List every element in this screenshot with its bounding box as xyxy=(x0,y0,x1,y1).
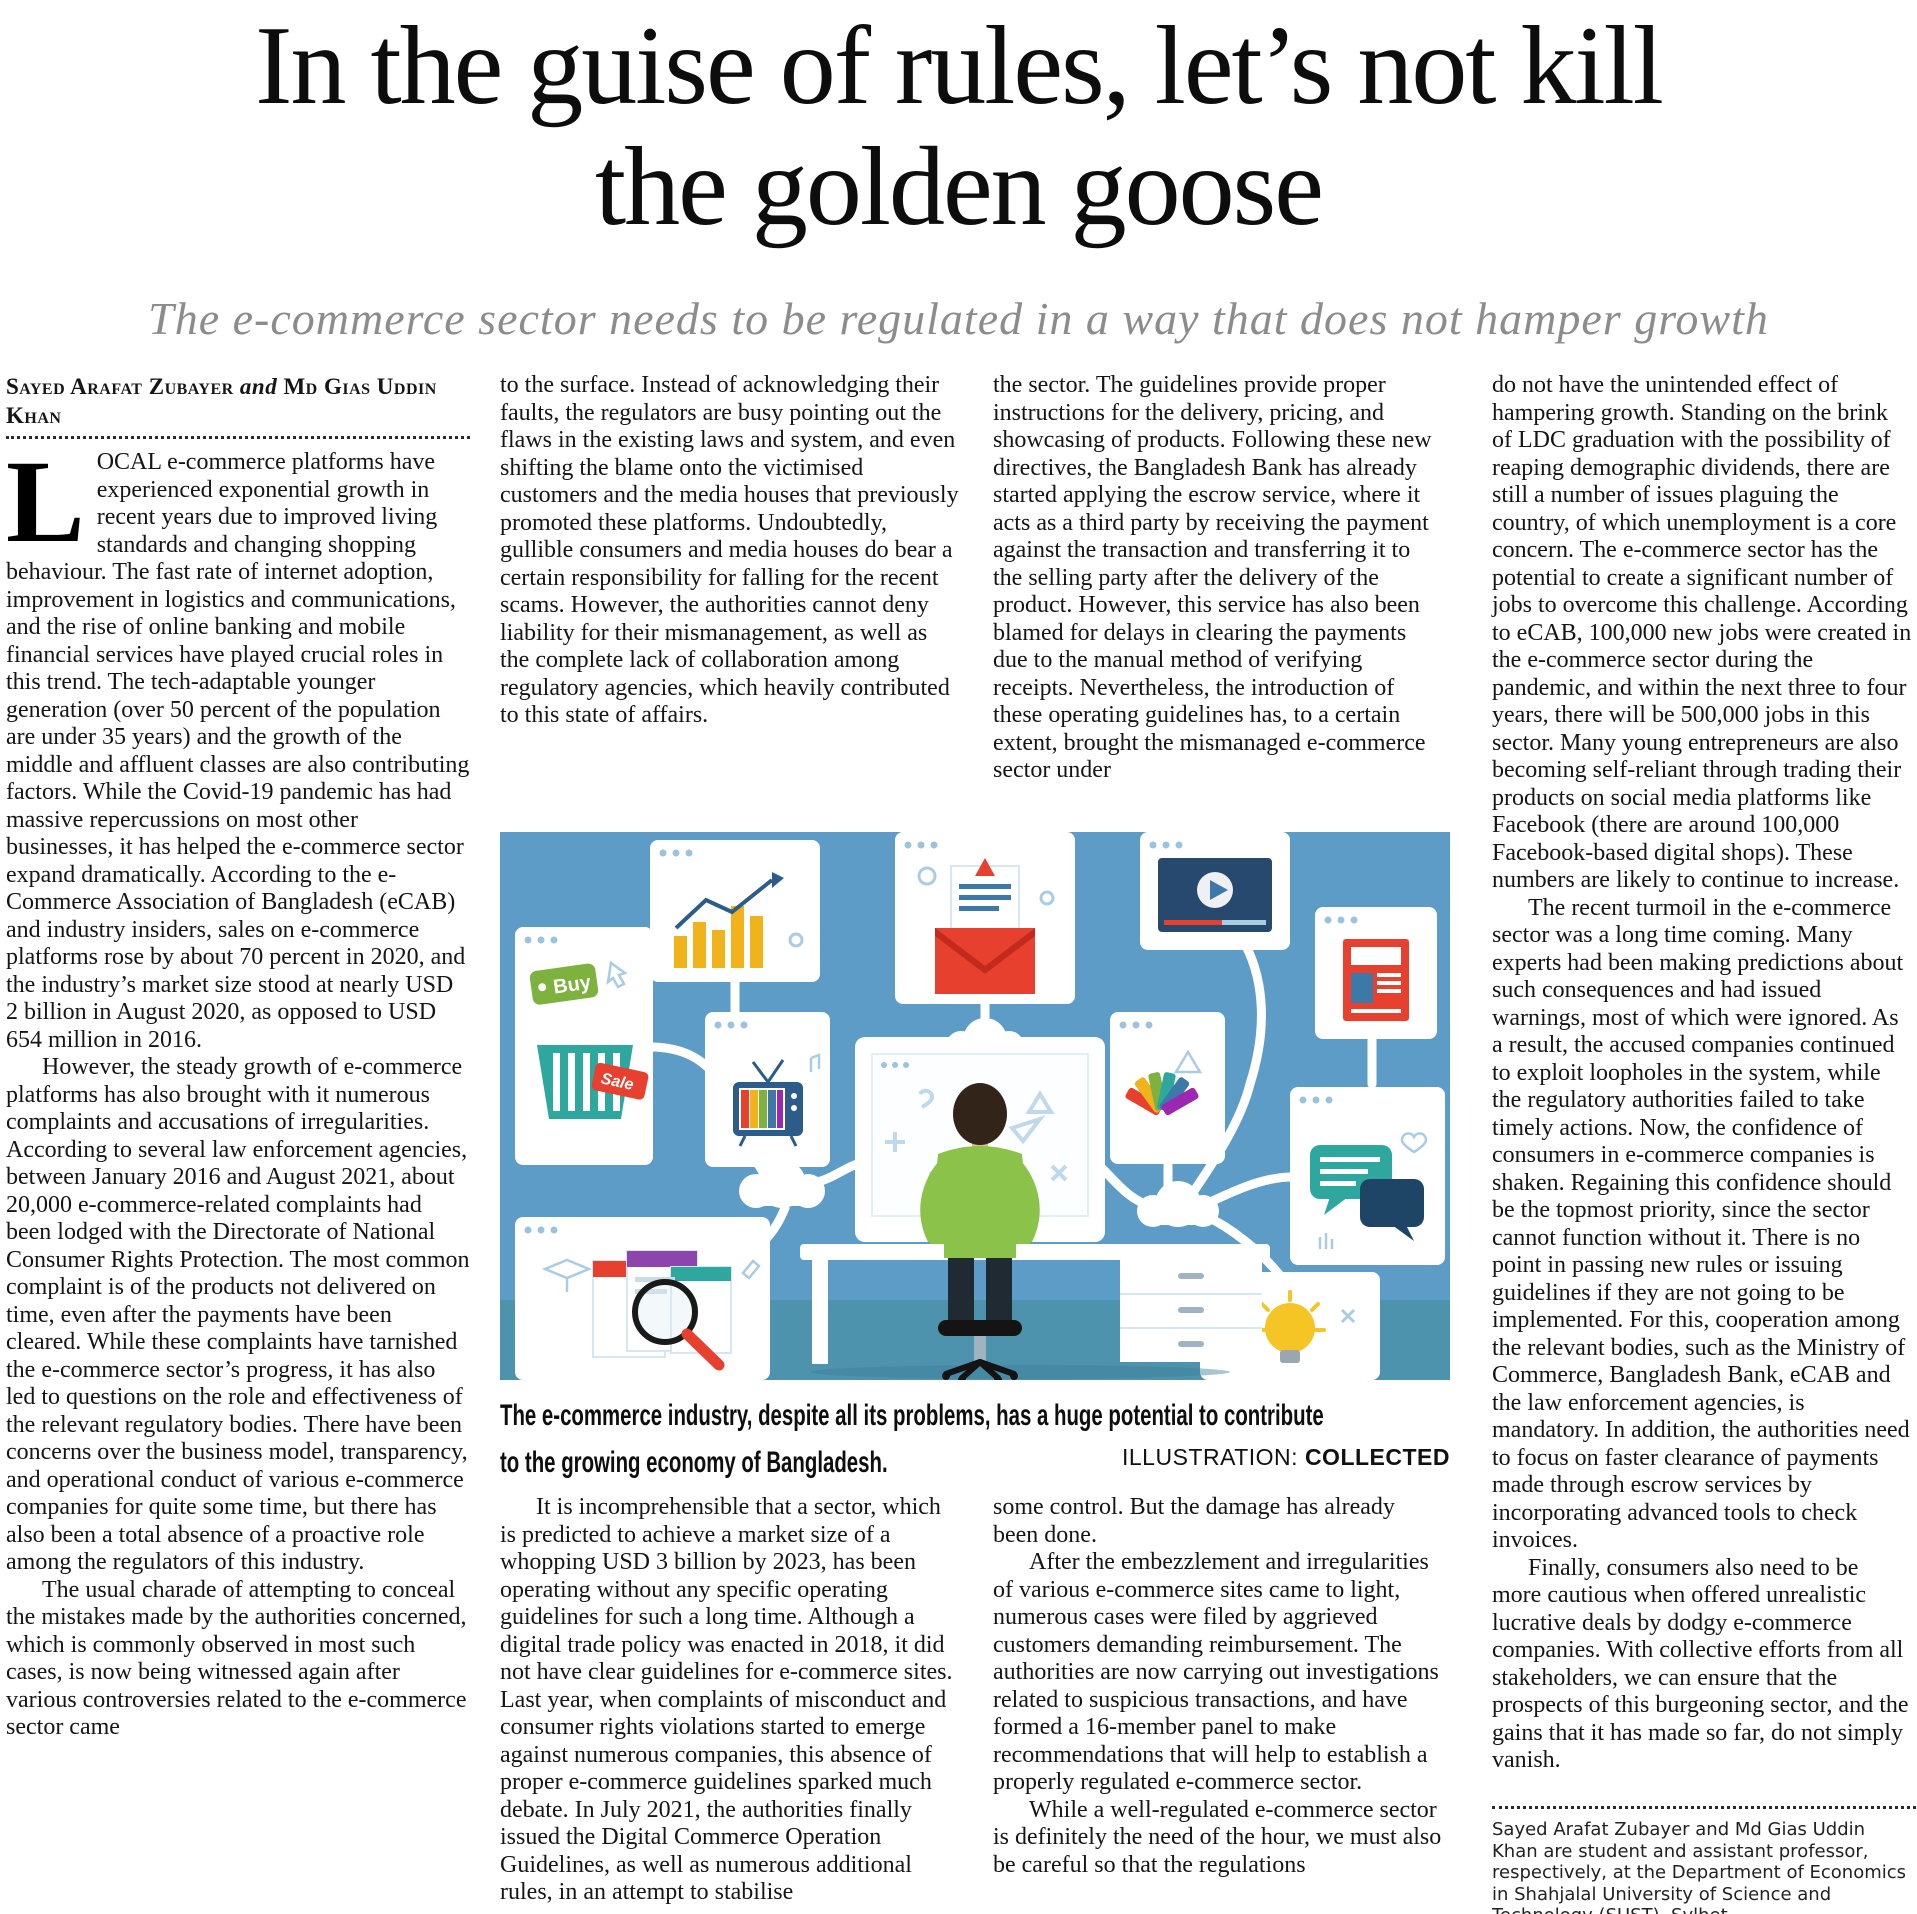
drop-cap: L xyxy=(6,436,85,567)
column-1: Sayed Arafat Zubayer and Md Gias Uddin K… xyxy=(6,372,470,1742)
floor-shadow xyxy=(810,1365,1230,1379)
buy-window-icon: Buy Sale xyxy=(515,927,653,1165)
cloud-icon xyxy=(739,1160,825,1208)
article-paragraph: The usual charade of attempting to conce… xyxy=(6,1576,467,1741)
news-window-icon xyxy=(1315,907,1437,1039)
byline-connector: and xyxy=(239,374,278,399)
column-3-top: the sector. The guidelines provide prope… xyxy=(993,372,1445,785)
byline-author-2: Md Gias Uddin Khan xyxy=(6,374,437,428)
svg-text:Sale: Sale xyxy=(599,1070,635,1093)
article-paragraph: L OCAL e-commerce platforms have experien… xyxy=(6,436,470,1053)
bio-divider xyxy=(1492,1806,1916,1809)
article-subtitle: The e-commerce sector needs to be regula… xyxy=(148,293,1769,344)
desk xyxy=(800,1244,1270,1364)
caption-line-2: to the growing economy of Bangladesh. xyxy=(500,1446,888,1479)
palette-window-icon xyxy=(1110,1012,1225,1164)
search-window-icon xyxy=(515,1217,770,1380)
article-paragraph: However, the steady growth of e-commerce… xyxy=(6,1054,470,1575)
chart-window-icon xyxy=(650,840,820,982)
article-paragraph: the sector. The guidelines provide prope… xyxy=(993,372,1432,783)
column-3-bottom: some control. But the damage has already… xyxy=(993,1494,1445,1879)
article-illustration: Buy Sale xyxy=(500,832,1450,1380)
chat-window-icon xyxy=(1290,1087,1445,1265)
bio-text: Sayed Arafat Zubayer and Md Gias Uddin K… xyxy=(1492,1819,1907,1914)
byline-author-1: Sayed Arafat Zubayer xyxy=(6,374,234,399)
article-paragraph: The recent turmoil in the e-commerce sec… xyxy=(1492,894,1910,1554)
article-paragraph: some control. But the damage has already… xyxy=(993,1494,1395,1548)
illustration-credit: ILLUSTRATION: COLLECTED xyxy=(1122,1444,1450,1471)
tv-window-icon xyxy=(705,1012,830,1167)
caption-line-1: The e-commerce industry, despite all its… xyxy=(500,1399,1324,1432)
figure-caption-block: The e-commerce industry, despite all its… xyxy=(500,1392,1450,1492)
byline-divider xyxy=(6,436,470,439)
article-paragraph: After the embezzlement and irregularitie… xyxy=(993,1549,1439,1795)
column-2-bottom: It is incomprehensible that a sector, wh… xyxy=(500,1494,962,1907)
column-2-top: to the surface. Instead of acknowledging… xyxy=(500,372,962,730)
article-paragraph: While a well-regulated e-commerce sector… xyxy=(993,1796,1442,1878)
person xyxy=(920,1083,1040,1322)
svg-text:Buy: Buy xyxy=(552,971,593,998)
article-headline: In the guise of rules, let’s not kill th… xyxy=(0,6,1917,248)
byline: Sayed Arafat Zubayer and Md Gias Uddin K… xyxy=(6,372,470,430)
credit-label: ILLUSTRATION: xyxy=(1122,1444,1299,1470)
headline-line-2: the golden goose xyxy=(595,124,1324,249)
article-paragraph: do not have the unintended effect of ham… xyxy=(1492,372,1912,893)
video-window-icon xyxy=(1140,832,1290,950)
headline-line-1: In the guise of rules, let’s not kill xyxy=(255,4,1664,128)
article-paragraph: Finally, consumers also need to be more … xyxy=(1492,1554,1909,1774)
figure-caption: The e-commerce industry, despite all its… xyxy=(500,1392,1452,1486)
credit-value: COLLECTED xyxy=(1304,1444,1450,1470)
article-paragraph: to the surface. Instead of acknowledging… xyxy=(500,372,959,728)
office-chair xyxy=(938,1320,1022,1380)
author-bio: Sayed Arafat Zubayer and Md Gias Uddin K… xyxy=(1492,1806,1916,1914)
article-paragraph: It is incomprehensible that a sector, wh… xyxy=(500,1494,953,1905)
column-4: do not have the unintended effect of ham… xyxy=(1492,372,1912,1775)
cloud-icon xyxy=(1137,1181,1219,1227)
email-window-icon xyxy=(895,832,1075,1004)
